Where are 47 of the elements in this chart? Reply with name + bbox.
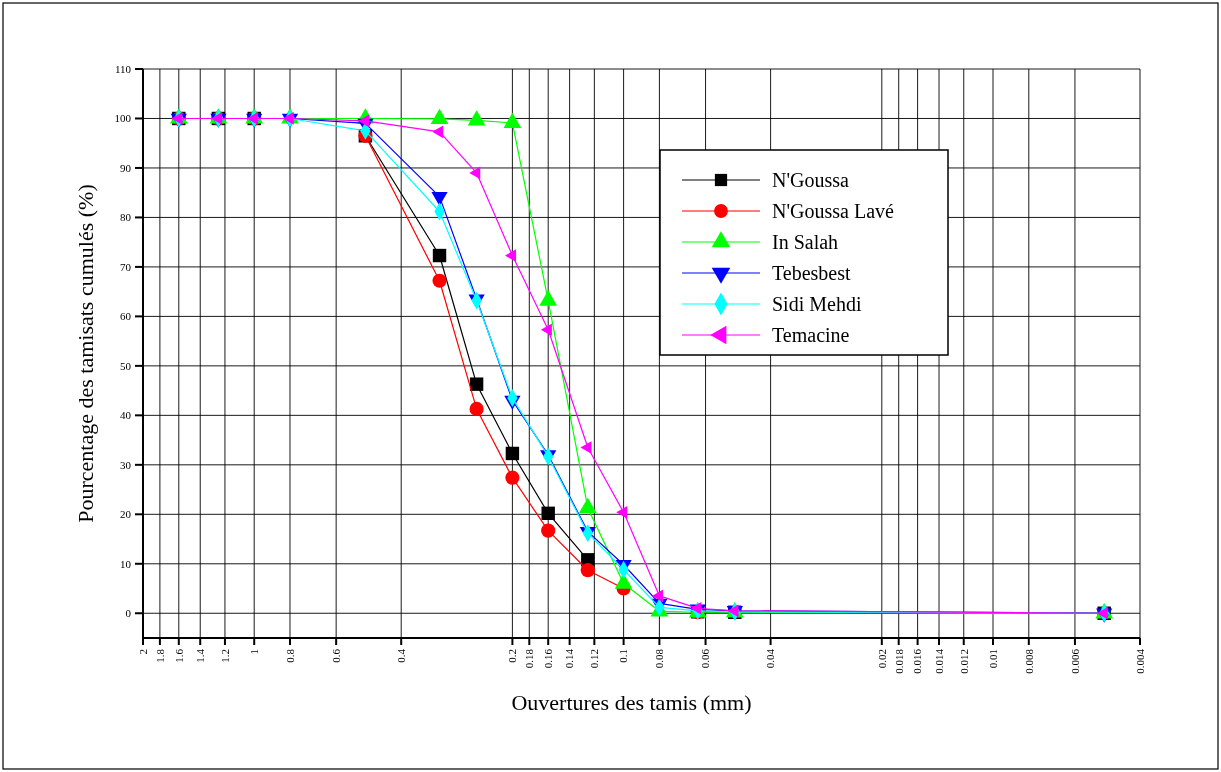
x-tick-label: 0.006 [1068,648,1081,674]
y-tick-label: 110 [114,62,132,75]
y-tick-label: 90 [120,161,132,174]
y-tick-label: 20 [120,508,132,521]
x-tick-label: 1.6 [172,648,185,663]
legend-label: N'Goussa [772,169,850,191]
x-tick-label: 0.018 [892,648,905,674]
x-tick-label: 0.08 [653,648,666,669]
y-tick-label: 10 [120,557,132,570]
x-tick-label: 0.02 [875,649,888,669]
y-tick-label: 60 [120,310,132,323]
legend-label: In Salah [772,231,839,253]
x-tick-label: 0.12 [588,649,601,669]
x-tick-label: 1.4 [194,648,207,663]
legend-label: N'Goussa Lavé [772,200,895,222]
x-tick-label: 0.008 [1022,648,1035,674]
y-tick-label: 40 [120,409,132,422]
x-tick-label: 0.4 [395,648,408,663]
x-tick-label: 1.2 [218,649,231,663]
x-tick-label: 0.8 [283,648,296,663]
x-axis-title: Ouvertures des tamis (mm) [511,690,752,715]
x-tick-label: 0.016 [911,648,924,674]
legend-label: Temacine [772,324,850,346]
x-tick-label: 0.6 [330,648,342,663]
x-tick-label: 1 [248,649,261,655]
legend-label: Tebesbest [772,262,852,284]
x-tick-label: 0.16 [542,648,555,669]
y-tick-label: 70 [120,260,132,273]
legend-label: Sidi Mehdi [772,293,862,315]
x-tick-label: 2 [136,649,149,655]
y-tick-label: 100 [114,112,132,125]
x-tick-label: 1.8 [153,648,166,663]
x-tick-label: 0.004 [1133,648,1146,674]
x-tick-label: 0.18 [523,648,536,669]
x-tick-label: 0.1 [617,649,630,663]
x-tick-label: 0.01 [986,649,999,669]
y-tick-label: 80 [120,211,132,224]
y-tick-label: 0 [125,607,132,620]
x-tick-label: 0.04 [764,648,777,669]
x-tick-label: 0.14 [563,648,576,669]
x-tick-label: 0.014 [932,648,945,674]
y-tick-label: 30 [120,458,132,471]
y-axis-title: Pourcentage des tamisats cumulés (%) [73,184,98,523]
x-tick-label: 0.2 [506,649,519,663]
x-tick-label: 0.06 [699,648,712,669]
y-tick-label: 50 [120,359,132,372]
x-tick-label: 0.012 [957,649,970,674]
